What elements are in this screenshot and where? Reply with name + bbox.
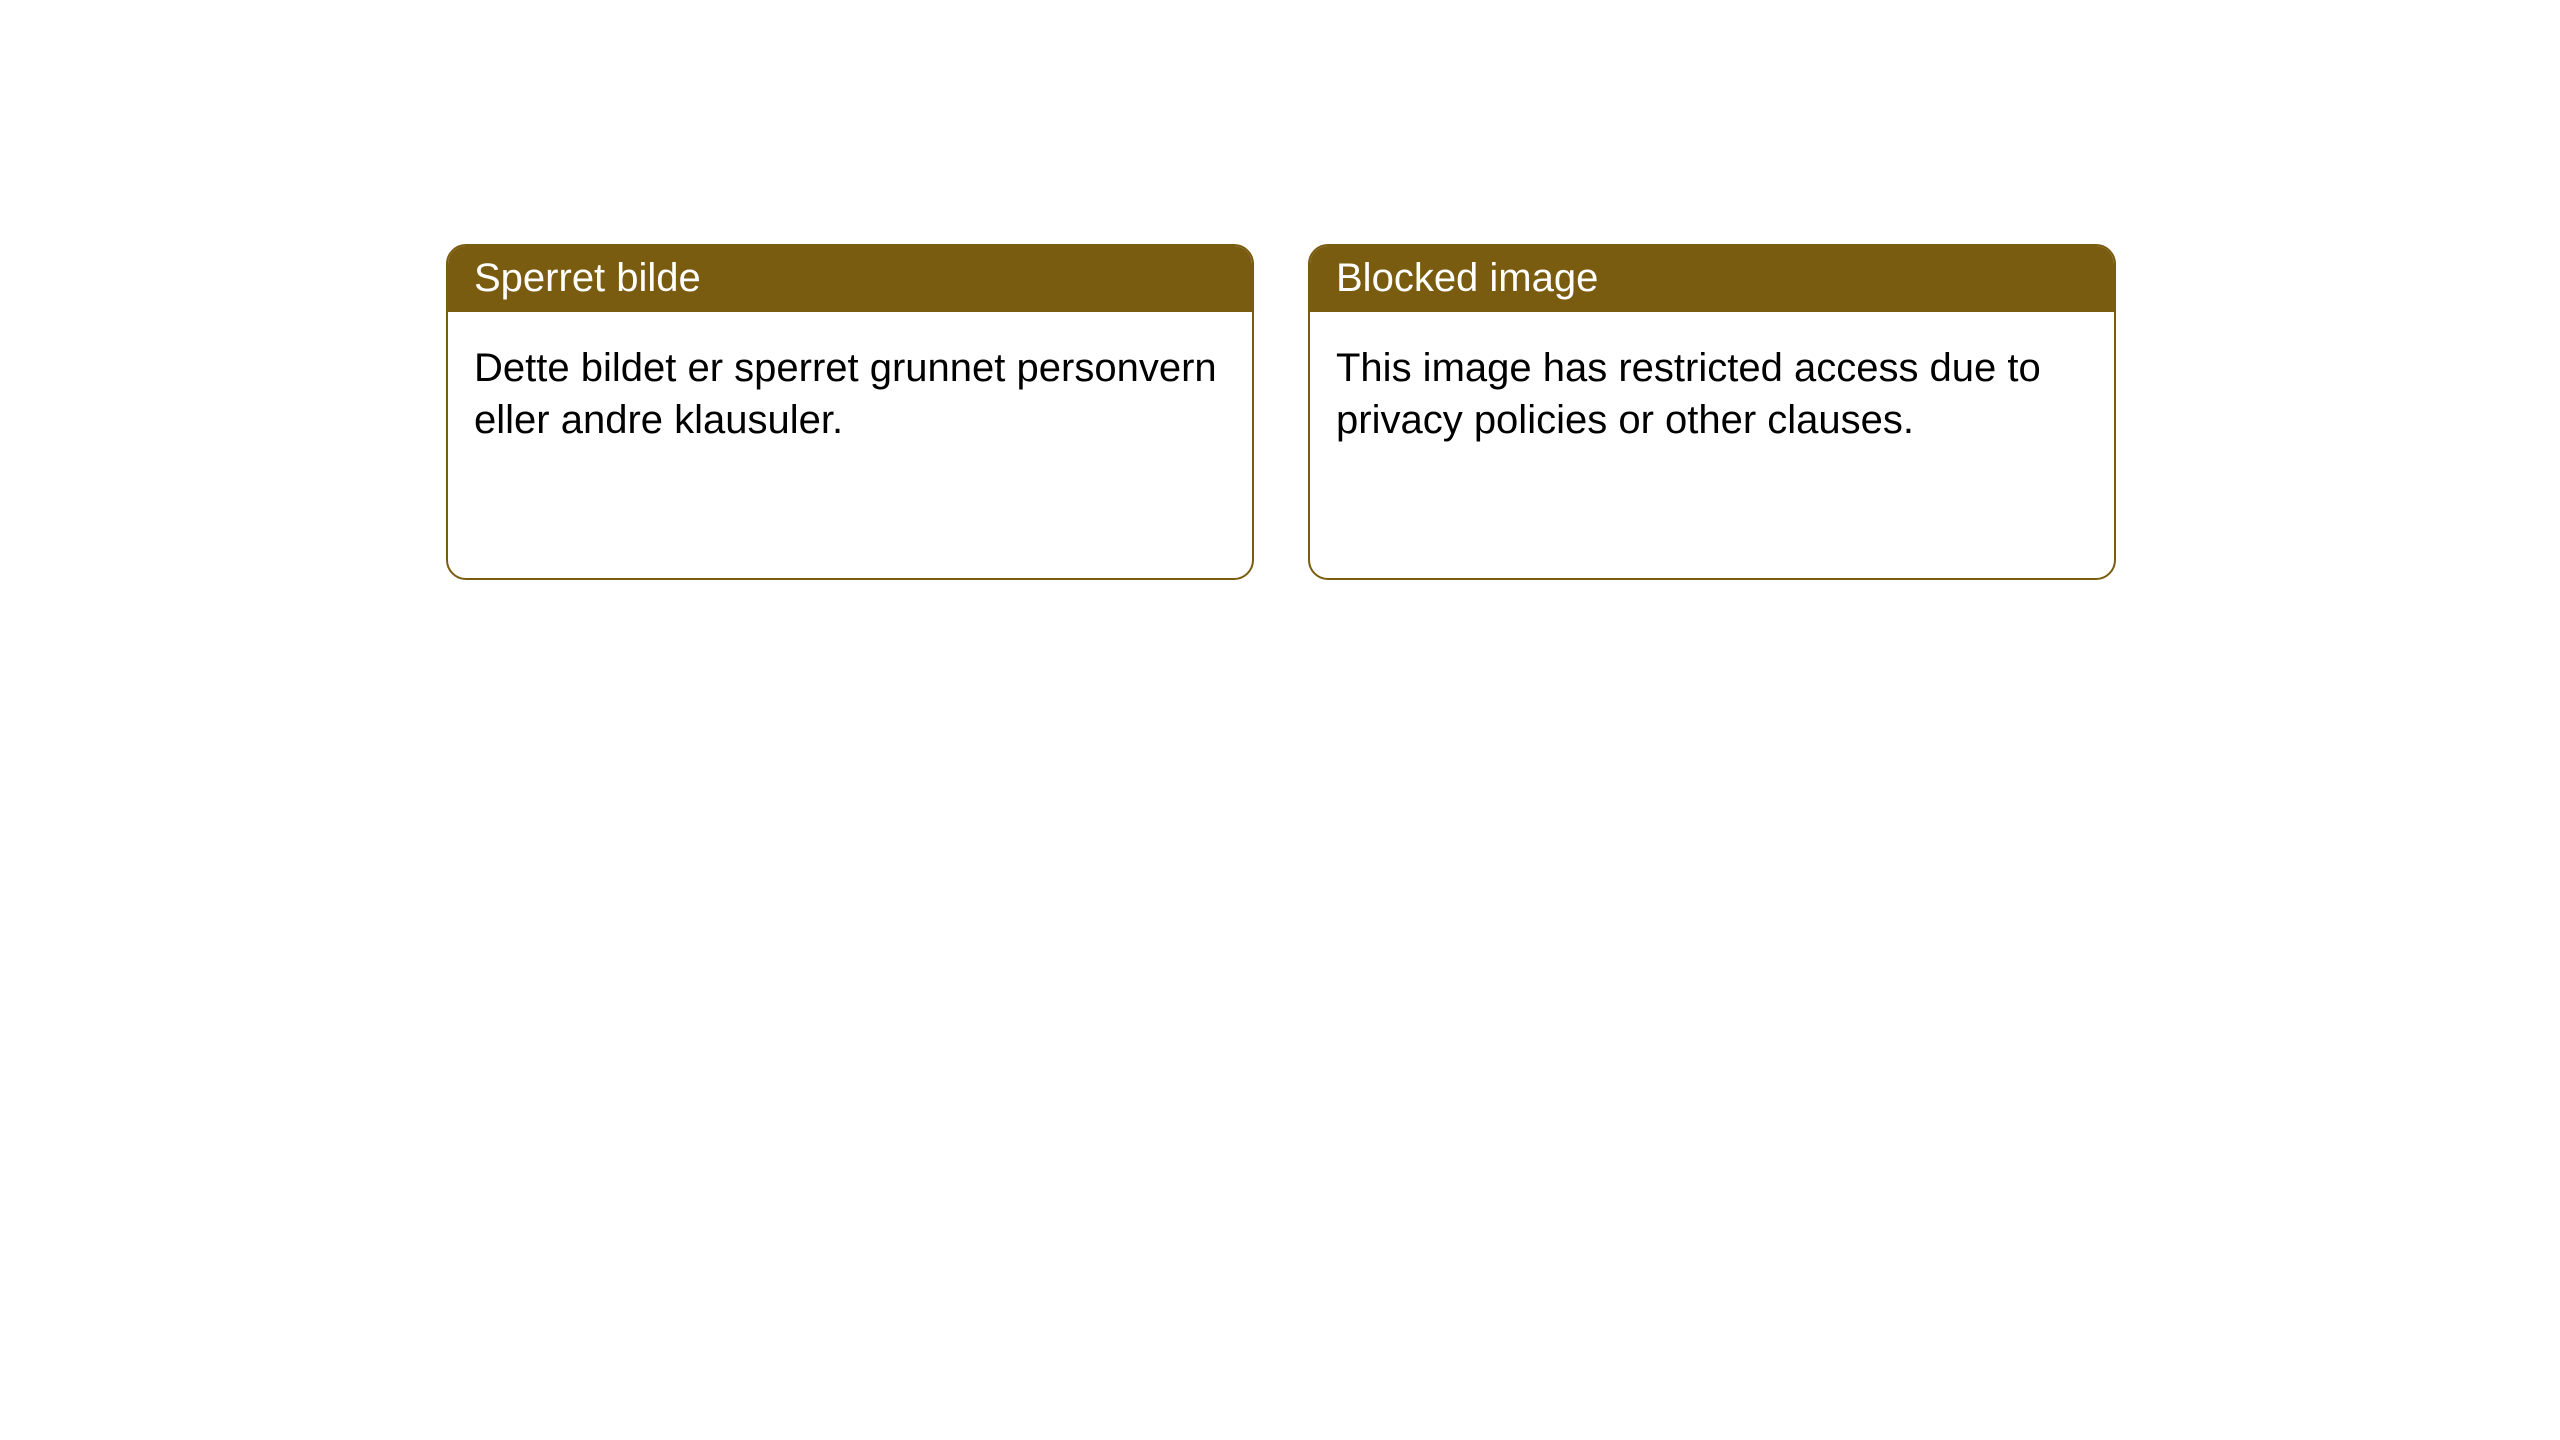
blocked-image-card-no: Sperret bilde Dette bildet er sperret gr… (446, 244, 1254, 580)
notice-container: Sperret bilde Dette bildet er sperret gr… (0, 0, 2560, 580)
blocked-image-card-en: Blocked image This image has restricted … (1308, 244, 2116, 580)
card-body: This image has restricted access due to … (1310, 312, 2114, 476)
card-body: Dette bildet er sperret grunnet personve… (448, 312, 1252, 476)
card-title: Sperret bilde (448, 246, 1252, 312)
card-title: Blocked image (1310, 246, 2114, 312)
